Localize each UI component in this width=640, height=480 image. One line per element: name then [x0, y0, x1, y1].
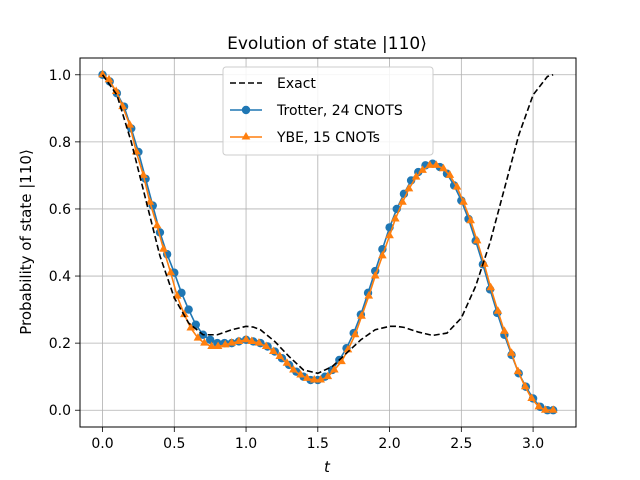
data-point-ybe-15-cnots [452, 182, 462, 190]
data-point-ybe-15-cnots [418, 165, 427, 173]
legend-marker [241, 105, 251, 115]
data-point-ybe-15-cnots [385, 230, 394, 239]
data-point-ybe-15-cnots [534, 401, 544, 410]
legend-box [222, 66, 434, 156]
x-tick-label: 1.5 [307, 436, 329, 452]
data-point-ybe-15-cnots [220, 339, 230, 348]
data-point-ybe-15-cnots [302, 373, 312, 381]
data-point-ybe-15-cnots [548, 405, 558, 413]
y-tick-label: 0.2 [49, 336, 71, 352]
data-point-ybe-15-cnots [398, 197, 407, 205]
legend-label: YBE, 15 CNOTs [276, 130, 380, 146]
y-tick-label: 0.8 [49, 135, 71, 151]
data-point-ybe-15-cnots [152, 220, 162, 229]
data-point-ybe-15-cnots [329, 364, 339, 373]
data-point-ybe-15-cnots [527, 393, 536, 401]
data-point-ybe-15-cnots [213, 341, 223, 349]
y-tick-label: 0.0 [49, 403, 71, 419]
data-point-ybe-15-cnots [323, 371, 333, 380]
x-tick-label: 2.0 [378, 436, 400, 452]
data-point-ybe-15-cnots [186, 323, 196, 331]
data-point-ybe-15-cnots [507, 348, 516, 356]
data-point-ybe-15-cnots [357, 311, 366, 319]
data-point-ybe-15-cnots [343, 344, 353, 353]
legend-marker [241, 132, 251, 140]
data-point-ybe-15-cnots [364, 291, 374, 299]
data-point-ybe-15-cnots [275, 351, 285, 360]
data-point-trotter-24-cnots [184, 305, 193, 314]
data-point-ybe-15-cnots [370, 271, 380, 279]
data-point-ybe-15-cnots [309, 375, 319, 383]
data-point-ybe-15-cnots [200, 338, 209, 346]
series-line-exact [101, 74, 554, 375]
x-tick-label: 0.0 [91, 436, 113, 452]
data-point-ybe-15-cnots [425, 160, 435, 168]
data-point-ybe-15-cnots [247, 336, 257, 344]
x-tick-label: 1.0 [235, 436, 257, 452]
data-point-trotter-24-cnots [177, 288, 186, 298]
data-point-ybe-15-cnots [166, 267, 176, 276]
data-point-ybe-15-cnots [268, 346, 278, 355]
data-point-ybe-15-cnots [296, 370, 305, 378]
data-point-ybe-15-cnots [98, 69, 107, 78]
data-point-ybe-15-cnots [404, 183, 414, 192]
data-point-ybe-15-cnots [337, 356, 346, 365]
data-point-ybe-15-cnots [486, 282, 496, 291]
x-tick-label: 0.5 [163, 436, 185, 452]
data-point-ybe-15-cnots [500, 326, 509, 334]
x-tick-label: 3.0 [522, 436, 544, 452]
data-point-ybe-15-cnots [316, 375, 326, 383]
y-axis-label: Probability of state |110⟩ [17, 149, 35, 335]
legend-label: Exact [277, 76, 316, 92]
legend: Exact Trotter, 24 CNOTS YBE, 15 CNOTs [222, 66, 434, 156]
data-point-ybe-15-cnots [390, 214, 400, 222]
data-point-ybe-15-cnots [207, 341, 216, 349]
chart-title: Evolution of state |110⟩ [227, 34, 427, 54]
data-point-ybe-15-cnots [261, 341, 271, 349]
data-point-ybe-15-cnots [234, 336, 244, 344]
data-point-ybe-15-cnots [350, 329, 360, 338]
legend-label: Trotter, 24 CNOTS [276, 103, 403, 119]
data-point-ybe-15-cnots [125, 120, 135, 128]
data-point-ybe-15-cnots [472, 235, 482, 244]
data-point-ybe-15-cnots [241, 334, 251, 343]
data-point-trotter-24-cnots [205, 335, 215, 344]
y-tick-label: 0.4 [49, 269, 71, 285]
legend-entries: Exact Trotter, 24 CNOTS YBE, 15 CNOTs [230, 76, 403, 146]
data-point-ybe-15-cnots [289, 364, 298, 373]
data-point-ybe-15-cnots [378, 250, 387, 259]
data-point-ybe-15-cnots [540, 405, 550, 413]
plot-series [98, 69, 558, 415]
data-point-ybe-15-cnots [104, 74, 114, 83]
data-point-ybe-15-cnots [193, 333, 203, 341]
data-point-ybe-15-cnots [431, 160, 441, 168]
x-tick-label: 2.5 [450, 436, 472, 452]
data-point-ybe-15-cnots [172, 291, 182, 299]
data-point-ybe-15-cnots [439, 163, 448, 172]
x-axis-label: t [324, 458, 331, 476]
plot-frame [79, 57, 577, 428]
y-tick-label: 0.6 [49, 202, 71, 218]
data-point-ybe-15-cnots [493, 306, 503, 314]
y-tick-label: 1.0 [49, 68, 71, 84]
data-point-ybe-15-cnots [513, 366, 523, 375]
data-point-ybe-15-cnots [445, 170, 455, 178]
data-point-ybe-15-cnots [254, 338, 264, 346]
data-point-ybe-15-cnots [159, 244, 168, 252]
data-point-ybe-15-cnots [145, 197, 155, 205]
data-point-ybe-15-cnots [411, 172, 421, 180]
data-point-ybe-15-cnots [180, 309, 189, 318]
data-point-ybe-15-cnots [466, 215, 475, 224]
data-point-ybe-15-cnots [227, 338, 237, 346]
data-point-ybe-15-cnots [520, 381, 530, 390]
data-point-ybe-15-cnots [459, 197, 468, 205]
data-point-ybe-15-cnots [139, 170, 148, 178]
ticks: 0.0 0.5 1.0 1.5 2.0 2.5 3.0 0.0 0.2 0.4 0.6 0.8 1.0 [49, 68, 544, 452]
data-point-ybe-15-cnots [282, 358, 292, 366]
